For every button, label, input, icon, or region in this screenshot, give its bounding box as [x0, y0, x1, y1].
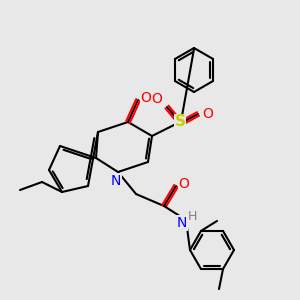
Text: O: O	[152, 92, 162, 106]
Text: O: O	[141, 91, 152, 105]
Text: N: N	[111, 174, 121, 188]
Text: O: O	[202, 107, 213, 121]
Text: N: N	[177, 216, 187, 230]
Text: H: H	[187, 209, 197, 223]
Text: S: S	[175, 115, 185, 130]
Text: O: O	[178, 177, 189, 191]
